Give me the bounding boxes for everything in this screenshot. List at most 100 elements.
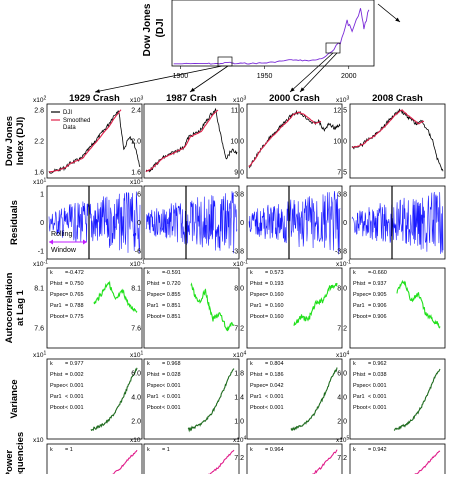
stat-label-kt: k [250, 447, 253, 453]
arrow-1987-head [300, 87, 305, 92]
y-tick-label: 9.0 [234, 170, 244, 177]
stat-value: =-0.660 [368, 270, 387, 276]
stat-value: = 0.160 [265, 292, 284, 298]
variance-panel-frame [349, 358, 446, 440]
row-label-sub: at frequencies [15, 432, 26, 474]
stat-value: = 0.942 [368, 447, 387, 453]
autocorr-line [293, 282, 338, 326]
stat-value: = 0.193 [265, 281, 284, 287]
y-tick-label: 1.0 [234, 419, 244, 426]
arrow-2000 [289, 52, 334, 93]
y-tick-label: 1.4 [234, 395, 244, 402]
panel-title: 1987 Crash [166, 93, 217, 104]
power-panel-frame [349, 443, 446, 479]
y-tick-label: 8.1 [131, 286, 141, 293]
stat-label-kt: k [50, 361, 53, 367]
stat-value: = 0.038 [368, 372, 387, 378]
stat-label-ar1: Par1 [353, 394, 365, 400]
residual-panel-frame [143, 185, 240, 260]
stat-label-ar1: Par1 [50, 303, 62, 309]
stat-label-boot: Pboot [250, 405, 265, 411]
axis-multiplier: x101 [33, 351, 46, 360]
stat-value: < 0.001 [65, 394, 84, 400]
variance-panel-frame [143, 358, 240, 440]
stat-value: = 0.968 [162, 361, 181, 367]
stat-value: = 0.160 [265, 314, 284, 320]
variance-line [187, 368, 235, 433]
y-tick-label: 1.6 [34, 170, 44, 177]
stat-label-spec: Pspec [250, 292, 266, 298]
y-tick-label: 1.8 [234, 371, 244, 378]
panel-title: 1929 Crash [69, 93, 120, 104]
y-tick-label: 0 [240, 220, 244, 227]
legend-dji-label: DJI [63, 110, 72, 116]
stat-value: = 0.002 [65, 372, 84, 378]
stat-value: = 0.720 [162, 281, 181, 287]
stat-label-spec: Pspec [353, 292, 369, 298]
autocorr-line [396, 279, 441, 329]
stat-value: < 0.001 [265, 405, 284, 411]
dji-line [145, 107, 238, 173]
variance-line [393, 368, 441, 431]
stat-label-kt: k [353, 361, 356, 367]
y-tick-label: 11.0 [231, 108, 244, 115]
stat-label-hist: Phist [147, 372, 160, 378]
stat-label-kt: k [353, 447, 356, 453]
stat-value: < 0.001 [65, 405, 84, 411]
stat-value: = 0.906 [368, 314, 387, 320]
stat-label-kt: k [147, 361, 150, 367]
power-panel-frame [246, 443, 343, 479]
arrow-1929 [94, 65, 223, 93]
axis-multiplier: x105 [336, 436, 349, 445]
autocorr-panel-frame [46, 267, 143, 349]
dji-line [248, 109, 341, 169]
residual-line [248, 190, 341, 255]
residual-line [145, 191, 238, 254]
rolling-window-label-2: Window [51, 247, 77, 254]
stat-label-ar1: Par1 [147, 394, 159, 400]
y-tick-label: 1.6 [131, 170, 141, 177]
y-tick-label: 7.6 [131, 326, 141, 333]
axis-multiplier: x101 [33, 178, 46, 187]
y-tick-label: 7.5 [337, 170, 347, 177]
variance-panel-frame [46, 358, 143, 440]
stat-label-ar1: Par1 [250, 303, 262, 309]
power-panel-frame [46, 443, 143, 479]
stat-label-spec: Pspec [147, 383, 163, 389]
power-line [104, 449, 138, 479]
autocorr-panel-frame [246, 267, 343, 349]
y-tick-label: 2.2 [34, 139, 44, 146]
axis-multiplier: x103 [336, 96, 349, 105]
overview-tick-label: 2000 [341, 73, 357, 80]
axis-multiplier: x10-1 [233, 260, 248, 269]
stat-value: = 0.573 [265, 270, 284, 276]
autocorr-panel-frame [349, 267, 446, 349]
zoom-box-1929 [217, 56, 233, 67]
dji-panel-frame [246, 103, 343, 179]
rolling-window-arrowhead-left [49, 239, 53, 245]
stat-label-boot: Pboot [353, 314, 368, 320]
stat-label-spec: Pspec [353, 383, 369, 389]
arrow-1987 [299, 52, 338, 93]
power-panel-frame [143, 443, 240, 479]
residual-line [48, 191, 141, 253]
stat-label-hist: Phist [50, 372, 63, 378]
stat-label-kt: k [50, 447, 53, 453]
stat-label-kt: k [147, 447, 150, 453]
stat-label-ar1: Par1 [250, 394, 262, 400]
stat-value: < 0.001 [65, 383, 84, 389]
stat-value: = 0.028 [162, 372, 181, 378]
stat-label-spec: Pspec [147, 292, 163, 298]
stat-label-hist: Phist [353, 372, 366, 378]
stat-label-kt: k [353, 270, 356, 276]
stat-value: = 0.905 [368, 292, 387, 298]
stat-value: = 0.160 [265, 303, 284, 309]
stat-label-kt: k [50, 270, 53, 276]
stat-value: < 0.001 [368, 383, 387, 389]
y-tick-label: 3.8 [337, 192, 347, 199]
y-tick-label: -1 [38, 249, 44, 256]
stat-label-hist: Phist [353, 281, 366, 287]
panel-title: 2000 Crash [269, 93, 320, 104]
